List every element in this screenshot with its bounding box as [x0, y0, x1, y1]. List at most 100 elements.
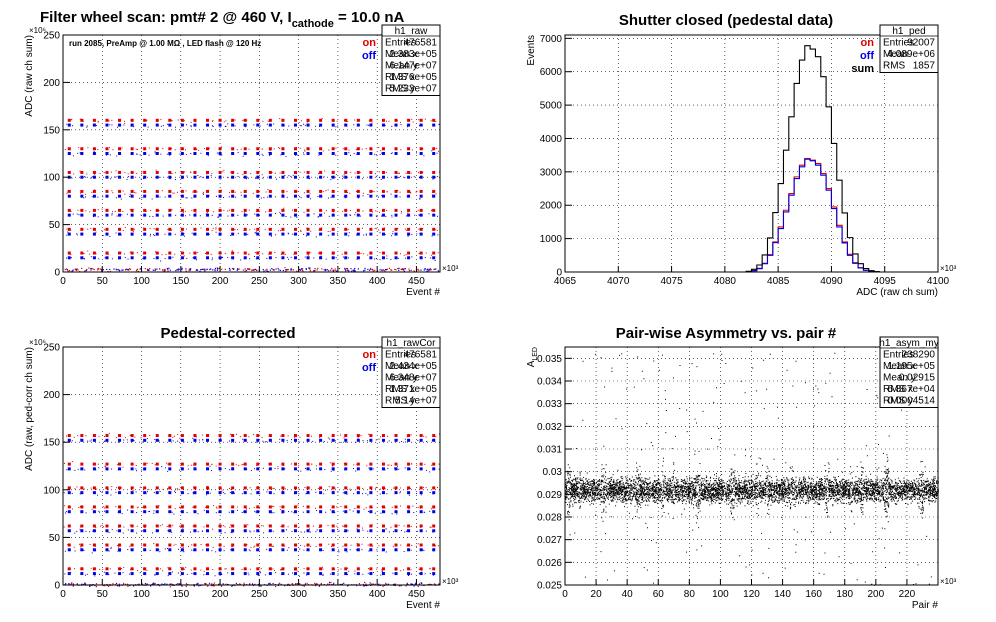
data-point [347, 191, 349, 193]
data-point [356, 189, 360, 193]
data-point [345, 270, 347, 272]
data-point [288, 125, 290, 127]
data-point [432, 189, 436, 193]
data-point [430, 269, 432, 271]
data-point [419, 507, 421, 509]
data-point [103, 172, 105, 174]
data-point [92, 486, 96, 490]
data-point [330, 269, 332, 271]
data-point [393, 583, 395, 586]
data-point [330, 179, 332, 181]
data-point [328, 149, 330, 151]
data-point [231, 251, 235, 255]
data-point [270, 214, 272, 216]
data-point [344, 567, 348, 571]
data-point [346, 505, 348, 507]
data-point [372, 583, 374, 585]
data-point [256, 123, 260, 127]
data-point [171, 571, 173, 573]
data-point [155, 434, 159, 438]
data-point [436, 487, 438, 489]
data-point [154, 439, 156, 441]
data-point [407, 232, 411, 236]
data-point [85, 530, 87, 532]
data-point [85, 196, 87, 198]
data-point [436, 215, 438, 217]
data-point [332, 209, 334, 211]
data-point [219, 468, 221, 470]
data-point [348, 152, 350, 154]
data-point [160, 119, 162, 121]
data-point [141, 469, 143, 471]
x-tick-label: 450 [408, 276, 425, 287]
data-point [363, 253, 365, 255]
data-point [149, 549, 151, 551]
plot-frame [564, 34, 939, 273]
data-point [93, 151, 95, 153]
data-point [297, 504, 299, 506]
data-point [294, 583, 297, 585]
data-point [146, 210, 148, 212]
data-point [127, 583, 129, 585]
data-point [191, 572, 193, 574]
data-point [177, 119, 179, 121]
data-point [398, 269, 400, 271]
data-point [80, 529, 84, 533]
data-point [319, 491, 323, 495]
data-point [423, 435, 425, 437]
data-point [209, 492, 211, 494]
data-point [230, 524, 232, 526]
data-point [378, 171, 380, 173]
x-tick-label: 50 [97, 589, 109, 600]
data-point [158, 529, 160, 531]
data-point [82, 492, 84, 494]
data-point [385, 215, 387, 217]
data-point [92, 491, 96, 495]
stats-row-label: Entries [883, 38, 914, 49]
data-point [255, 178, 257, 180]
data-point [72, 269, 74, 271]
data-point [80, 227, 84, 231]
data-point [67, 232, 71, 236]
data-point [143, 258, 145, 260]
data-point [378, 147, 380, 149]
data-point [303, 549, 305, 551]
data-point [342, 492, 344, 494]
data-point [279, 147, 281, 149]
data-point [299, 583, 301, 585]
data-point [336, 233, 338, 235]
data-point [231, 546, 233, 548]
data-point [70, 254, 72, 256]
data-point [264, 441, 266, 443]
data-point [314, 269, 316, 272]
data-point [281, 189, 285, 193]
data-point [363, 508, 365, 510]
data-point [90, 177, 92, 179]
data-point [95, 527, 97, 529]
data-point [118, 491, 122, 495]
data-point [205, 544, 207, 546]
data-point [170, 209, 172, 211]
data-point [405, 585, 407, 587]
data-point [73, 173, 75, 175]
data-point [243, 124, 245, 126]
data-point [309, 251, 311, 253]
data-point [108, 574, 110, 576]
data-point [293, 152, 297, 155]
data-point [250, 546, 252, 548]
data-point [353, 270, 355, 273]
data-point [176, 191, 178, 193]
data-point [143, 147, 147, 151]
data-point [185, 270, 187, 272]
data-point [268, 123, 272, 127]
y-axis: 0.0250.0260.0270.0280.0290.030.0310.0320… [537, 354, 572, 592]
data-point [243, 170, 247, 174]
data-point [352, 510, 354, 512]
data-point [429, 471, 431, 473]
data-point [129, 524, 131, 526]
data-point [308, 267, 310, 269]
data-point [80, 175, 84, 179]
data-point [166, 526, 168, 528]
data-point [417, 268, 419, 270]
data-point [77, 209, 79, 211]
